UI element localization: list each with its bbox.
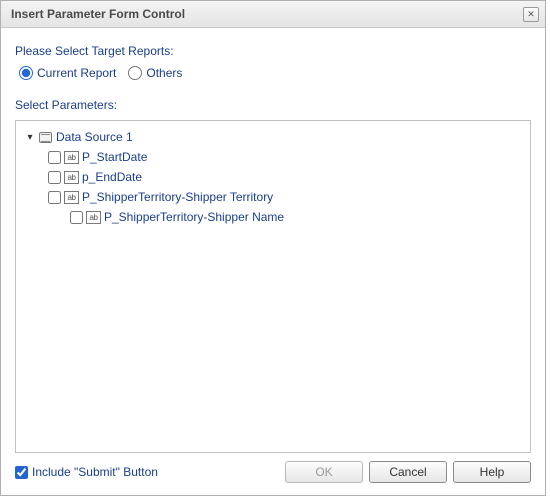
- parameter-tree[interactable]: ▾ Data Source 1 ab P_StartDate ab p_EndD…: [15, 120, 531, 453]
- datasource-icon: [39, 131, 53, 144]
- include-submit-option[interactable]: Include "Submit" Button: [15, 465, 158, 479]
- dialog-footer: Include "Submit" Button OK Cancel Help: [15, 453, 531, 487]
- param-label: p_EndDate: [82, 170, 142, 184]
- collapse-icon[interactable]: ▾: [24, 132, 36, 143]
- close-icon: ✕: [527, 10, 535, 19]
- include-submit-label: Include "Submit" Button: [32, 465, 158, 479]
- parameter-icon: ab: [64, 151, 79, 164]
- tree-root-label: Data Source 1: [56, 130, 133, 144]
- titlebar: Insert Parameter Form Control ✕: [1, 1, 545, 28]
- close-button[interactable]: ✕: [523, 7, 539, 22]
- target-reports-label: Please Select Target Reports:: [15, 44, 531, 58]
- param-checkbox[interactable]: [48, 151, 61, 164]
- param-label: P_ShipperTerritory-Shipper Territory: [82, 190, 273, 204]
- radio-others-label: Others: [146, 66, 182, 80]
- param-checkbox[interactable]: [48, 191, 61, 204]
- select-parameters-label: Select Parameters:: [15, 98, 531, 112]
- parameter-icon: ab: [64, 171, 79, 184]
- target-reports-group: Current Report Others: [19, 66, 531, 80]
- dialog-title: Insert Parameter Form Control: [11, 7, 185, 21]
- tree-root-row[interactable]: ▾ Data Source 1: [20, 127, 526, 147]
- help-button[interactable]: Help: [453, 461, 531, 483]
- parameter-icon: ab: [64, 191, 79, 204]
- parameter-icon: ab: [86, 211, 101, 224]
- param-label: P_ShipperTerritory-Shipper Name: [104, 210, 284, 224]
- radio-current-report-label: Current Report: [37, 66, 116, 80]
- tree-param-row[interactable]: ab P_ShipperTerritory-Shipper Territory: [20, 187, 526, 207]
- include-submit-checkbox[interactable]: [15, 466, 28, 479]
- tree-param-row[interactable]: ab p_EndDate: [20, 167, 526, 187]
- radio-current-report-input[interactable]: [19, 66, 33, 80]
- param-label: P_StartDate: [82, 150, 147, 164]
- cancel-button[interactable]: Cancel: [369, 461, 447, 483]
- param-checkbox[interactable]: [70, 211, 83, 224]
- param-checkbox[interactable]: [48, 171, 61, 184]
- radio-current-report[interactable]: Current Report: [19, 66, 116, 80]
- dialog: Insert Parameter Form Control ✕ Please S…: [0, 0, 546, 496]
- radio-others[interactable]: Others: [128, 66, 182, 80]
- dialog-body: Please Select Target Reports: Current Re…: [1, 28, 545, 495]
- tree-param-row[interactable]: ab P_StartDate: [20, 147, 526, 167]
- tree-param-row[interactable]: ab P_ShipperTerritory-Shipper Name: [20, 207, 526, 227]
- ok-button[interactable]: OK: [285, 461, 363, 483]
- radio-others-input[interactable]: [128, 66, 142, 80]
